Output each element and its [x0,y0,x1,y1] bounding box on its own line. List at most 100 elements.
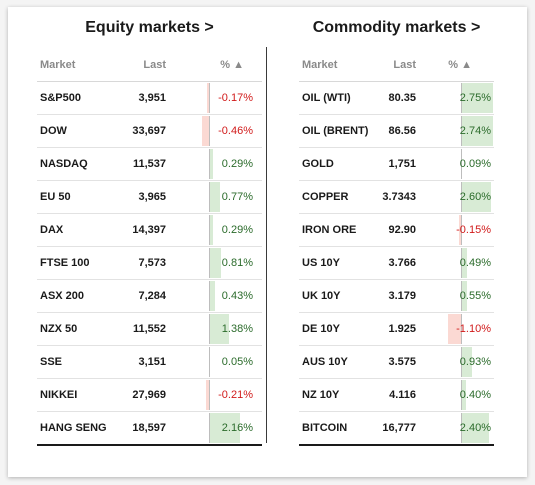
percent-change: 2.74% [459,125,491,137]
change-bar [202,116,209,146]
market-name: UK 10Y [302,290,341,302]
change-bar [209,149,214,179]
percent-change: 0.55% [459,290,491,302]
table-row[interactable]: AUS 10Y 3.575 0.93% [299,346,494,379]
market-name: NASDAQ [40,158,88,170]
change-bar [209,413,241,443]
table-row[interactable]: US 10Y 3.766 0.49% [299,247,494,280]
percent-change: 2.75% [459,92,491,104]
percent-change: 0.09% [459,158,491,170]
percent-change: -1.10% [456,323,491,335]
percent-sort-column-header[interactable]: % ▲ [220,59,244,71]
percent-change: -0.21% [218,389,253,401]
commodity-markets-panel: Commodity markets > Market Last % ▲ OIL … [299,7,494,446]
last-value: 80.35 [388,92,416,104]
percent-change: 0.81% [221,257,253,269]
zero-axis-line [209,248,210,278]
market-name: OIL (BRENT) [302,125,369,137]
market-name: S&P500 [40,92,81,104]
change-bar [448,314,461,344]
change-bar [205,380,209,410]
market-name: EU 50 [40,191,71,203]
table-row[interactable]: COPPER 3.7343 2.60% [299,181,494,214]
table-row[interactable]: FTSE 100 7,573 0.81% [37,247,262,280]
table-row[interactable]: ASX 200 7,284 0.43% [37,280,262,313]
percent-change: 0.29% [221,224,253,236]
percent-change: 0.77% [221,191,253,203]
change-bar [209,182,221,212]
change-bar [461,116,493,146]
percent-change: 0.43% [221,290,253,302]
table-row[interactable]: OIL (WTI) 80.35 2.75% [299,82,494,115]
percent-change: 0.40% [459,389,491,401]
table-row[interactable]: DAX 14,397 0.29% [37,214,262,247]
market-name: NZX 50 [40,323,78,335]
last-value: 11,552 [132,323,166,335]
last-value: 1,751 [388,158,416,170]
zero-axis-line [461,149,462,179]
market-name: FTSE 100 [40,257,90,269]
percent-change: 0.05% [221,356,253,368]
zero-axis-line [461,314,462,344]
zero-axis-line [209,116,210,146]
market-name: IRON ORE [302,224,357,236]
table-row[interactable]: BITCOIN 16,777 2.40% [299,412,494,446]
equity-markets-panel: Equity markets > Market Last % ▲ S&P500 3… [37,7,262,446]
last-value: 14,397 [132,224,166,236]
last-value: 3,151 [138,356,166,368]
zero-axis-line [461,116,462,146]
equity-table-body: S&P500 3,951 -0.17% DOW 33,697 -0.46% NASDAQ 11… [37,82,262,446]
equity-table-header: Market Last % ▲ [37,49,262,82]
last-column-header[interactable]: Last [143,59,166,71]
table-row[interactable]: NZ 10Y 4.116 0.40% [299,379,494,412]
commodity-table-header: Market Last % ▲ [299,49,494,82]
table-row[interactable]: GOLD 1,751 0.09% [299,148,494,181]
market-name: BITCOIN [302,422,348,434]
last-value: 3.7343 [382,191,416,203]
panel-divider [266,47,267,443]
market-column-header[interactable]: Market [40,59,76,71]
table-row[interactable]: NZX 50 11,552 1.38% [37,313,262,346]
zero-axis-line [209,347,210,377]
percent-change: 2.16% [221,422,253,434]
market-name: ASX 200 [40,290,85,302]
commodity-markets-link[interactable]: Commodity markets > [312,19,481,36]
percent-change: -0.17% [218,92,253,104]
last-column-header[interactable]: Last [393,59,416,71]
table-row[interactable]: NIKKEI 27,969 -0.21% [37,379,262,412]
table-row[interactable]: NASDAQ 11,537 0.29% [37,148,262,181]
last-value: 3.179 [388,290,416,302]
zero-axis-line [209,182,210,212]
percent-change: 2.60% [459,191,491,203]
change-bar [209,215,214,245]
change-bar [461,380,466,410]
zero-axis-line [209,380,210,410]
percent-change: 1.38% [221,323,253,335]
percent-sort-column-header[interactable]: % ▲ [448,59,472,71]
market-column-header[interactable]: Market [302,59,338,71]
last-value: 3.766 [388,257,416,269]
zero-axis-line [461,380,462,410]
last-value: 86.56 [388,125,416,137]
zero-axis-line [209,413,210,443]
market-name: COPPER [302,191,349,203]
table-row[interactable]: OIL (BRENT) 86.56 2.74% [299,115,494,148]
equity-markets-link[interactable]: Equity markets > [85,19,214,36]
table-row[interactable]: HANG SENG 18,597 2.16% [37,412,262,446]
table-row[interactable]: UK 10Y 3.179 0.55% [299,280,494,313]
table-row[interactable]: S&P500 3,951 -0.17% [37,82,262,115]
last-value: 27,969 [132,389,166,401]
change-bar [209,281,216,311]
last-value: 1.925 [388,323,416,335]
market-name: US 10Y [302,257,340,269]
table-row[interactable]: DE 10Y 1.925 -1.10% [299,313,494,346]
table-row[interactable]: IRON ORE 92.90 -0.15% [299,214,494,247]
table-row[interactable]: EU 50 3,965 0.77% [37,181,262,214]
table-row[interactable]: SSE 3,151 0.05% [37,346,262,379]
zero-axis-line [461,215,462,245]
change-bar [209,314,229,344]
change-bar [459,215,461,245]
percent-change: -0.15% [456,224,491,236]
table-row[interactable]: DOW 33,697 -0.46% [37,115,262,148]
market-name: AUS 10Y [302,356,348,368]
